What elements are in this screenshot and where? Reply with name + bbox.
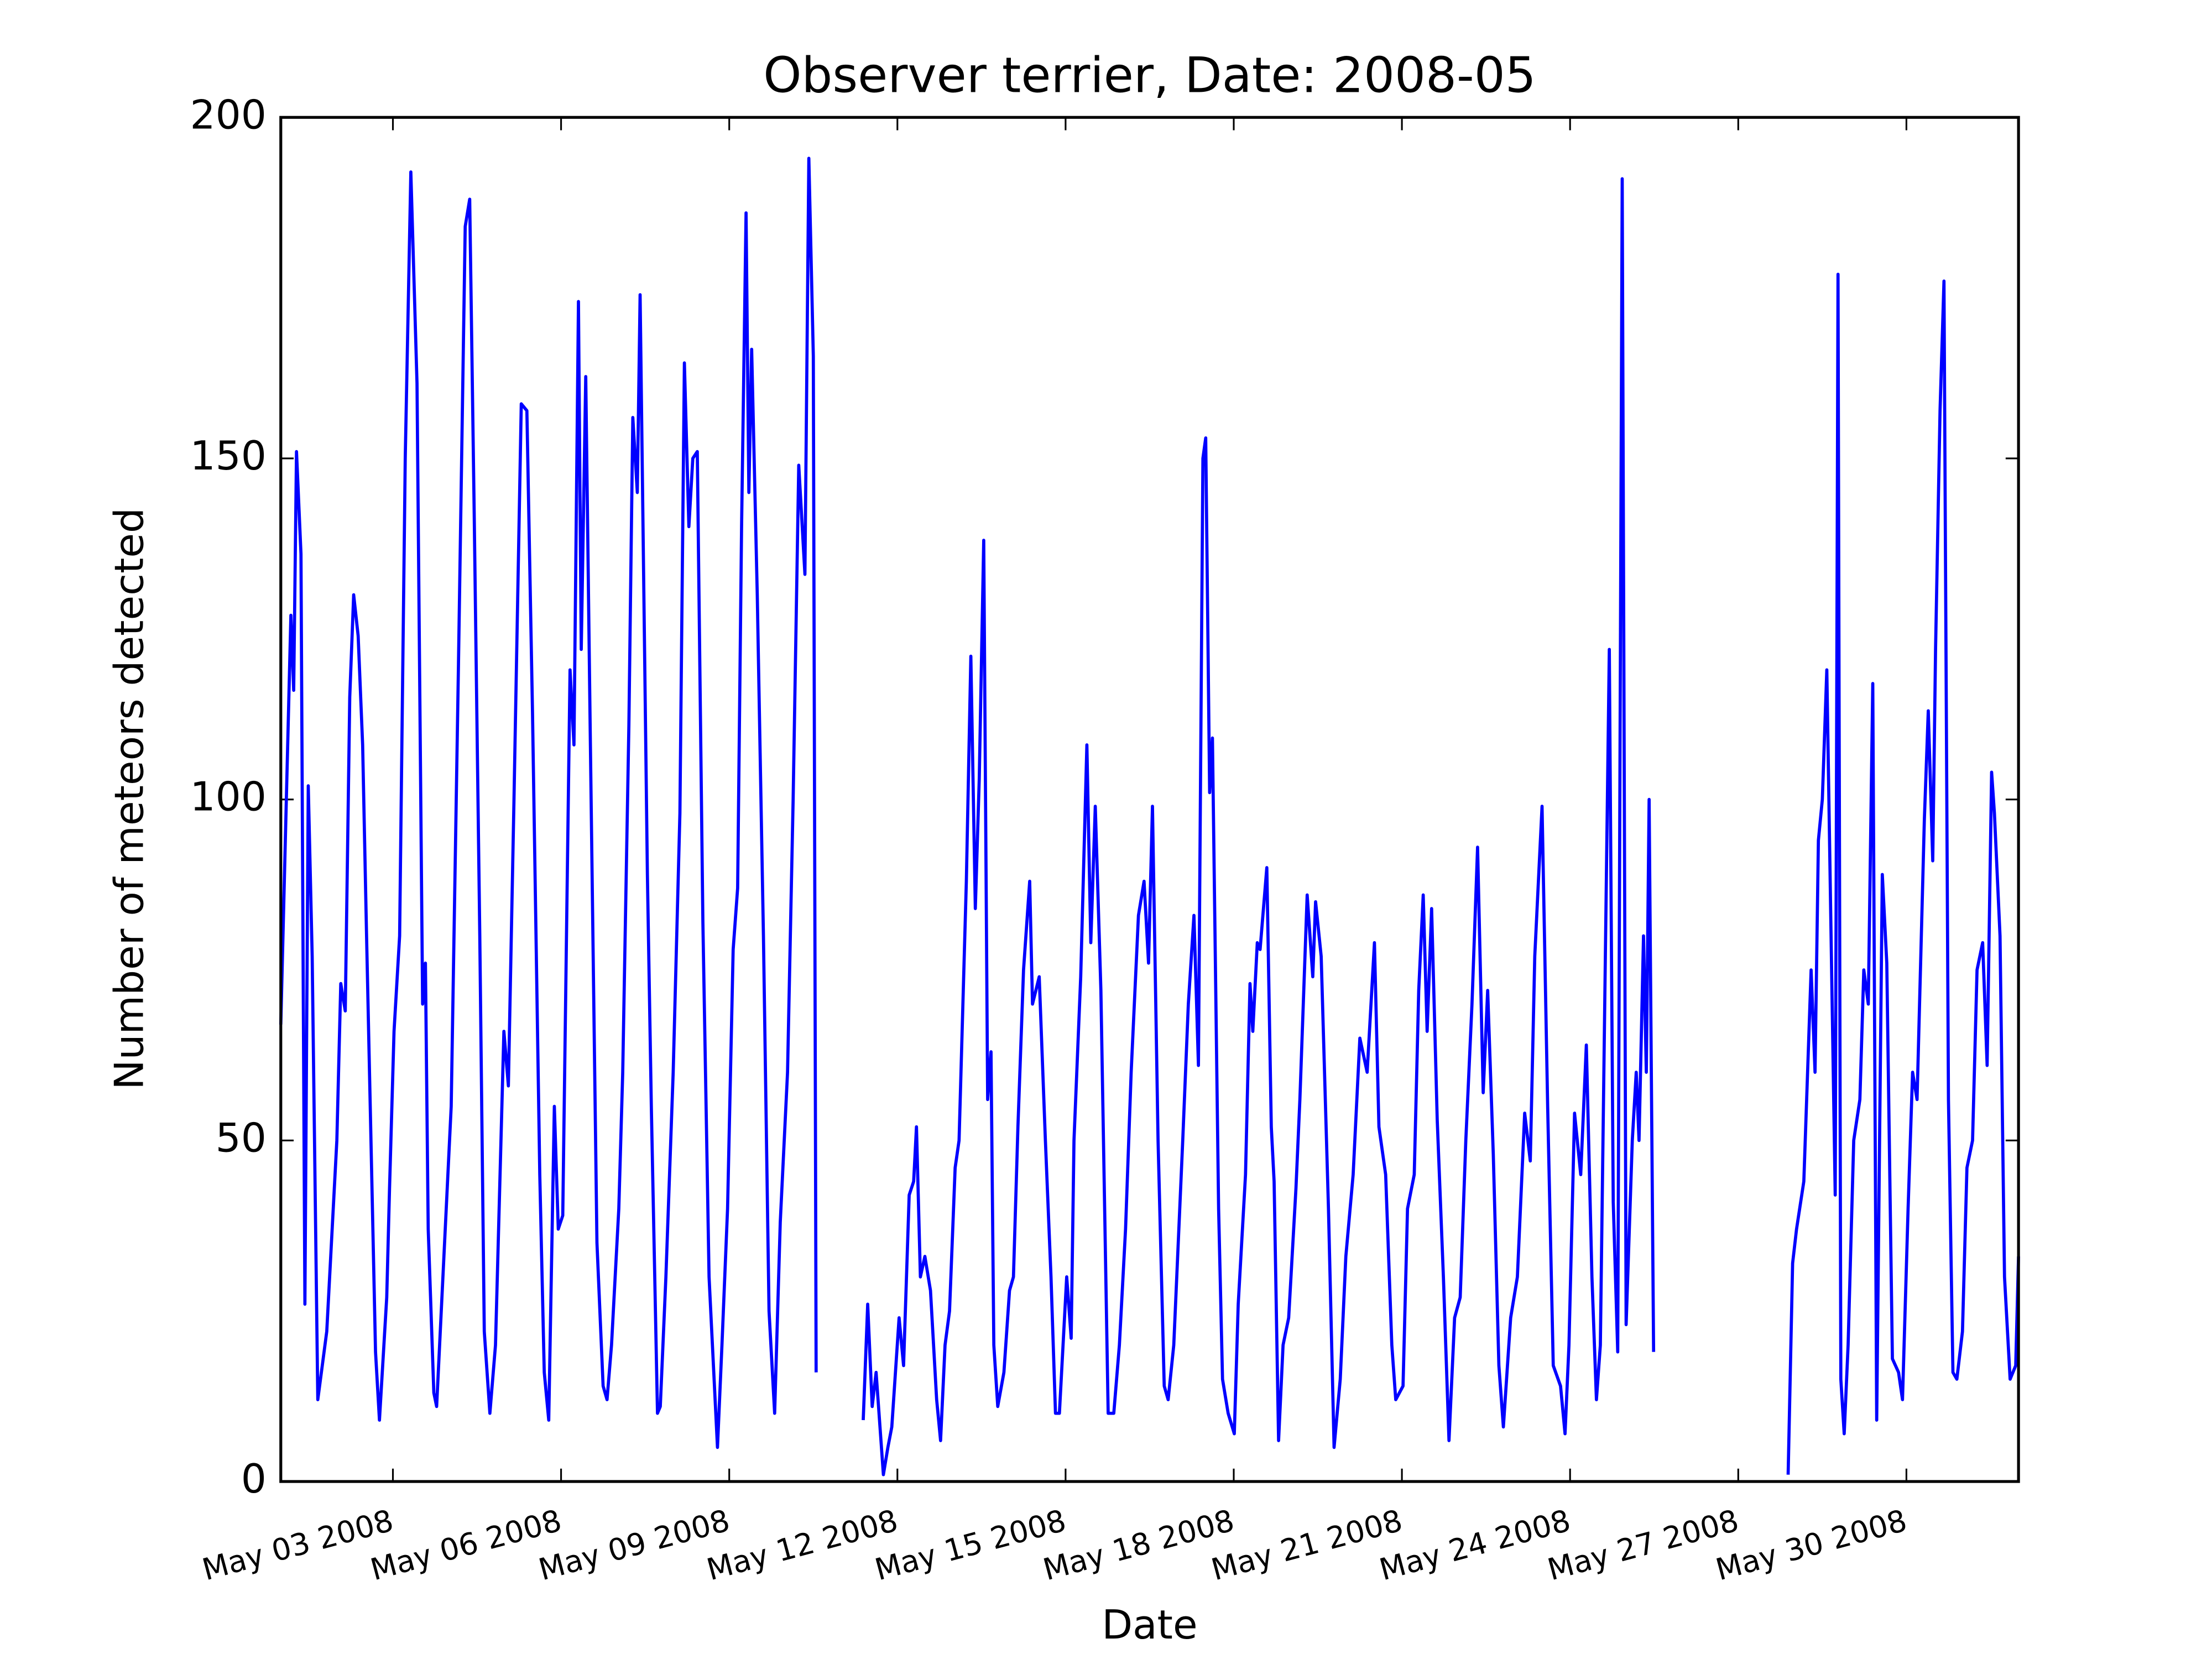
chart-title: Observer terrier, Date: 2008-05: [763, 46, 1536, 103]
y-tick-label: 150: [190, 433, 267, 479]
y-tick-label: 200: [190, 92, 267, 138]
data-line: [279, 156, 2020, 1477]
x-axis-label: Date: [1102, 1602, 1197, 1648]
y-tick-label: 100: [190, 774, 267, 821]
y-tick-label: 0: [241, 1456, 267, 1503]
plot-frame: [279, 116, 2020, 1483]
y-axis-label: Number of meteors detected: [107, 508, 153, 1090]
y-tick-label: 50: [216, 1115, 267, 1161]
